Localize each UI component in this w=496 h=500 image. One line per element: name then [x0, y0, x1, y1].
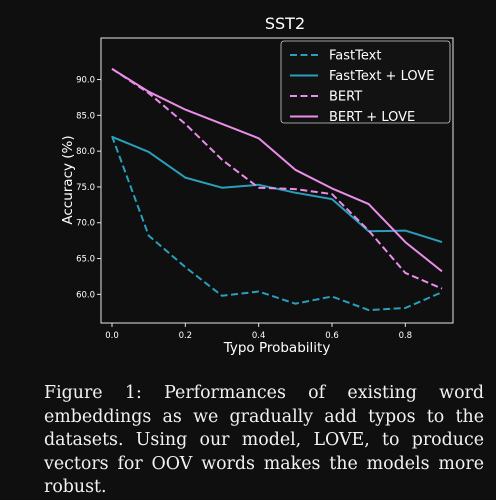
y-tick-label: 75.0	[76, 183, 95, 193]
series-line-bert-love	[111, 67, 443, 273]
series-line-fasttext	[111, 135, 443, 312]
accuracy-line-chart: SST2 0.0 0.2 0.4 0.6 0.8 60.0 65.0 70.0 75.0 80.0…	[60, 14, 454, 356]
x-tick-label: 0.8	[399, 331, 413, 341]
legend: FastText FastText + LOVE BERT BERT + LOVE	[280, 40, 451, 125]
legend-entries: FastText FastText + LOVE BERT BERT + LOVE	[290, 49, 434, 125]
x-tick-label: 0.0	[105, 331, 119, 341]
y-tick-label: 65.0	[76, 255, 95, 265]
series-line-bert	[111, 67, 443, 290]
legend-label: BERT	[329, 90, 362, 105]
x-tick-label: 0.4	[252, 331, 266, 341]
chart-title: SST2	[265, 14, 305, 33]
x-tick-label: 0.6	[325, 331, 339, 341]
figure-caption: Figure 1: Performances of existing word …	[44, 383, 484, 497]
legend-label: FastText	[329, 49, 381, 64]
legend-label: BERT + LOVE	[329, 110, 415, 125]
y-tick-label: 80.0	[76, 147, 95, 157]
legend-box	[280, 40, 451, 124]
series-layer	[111, 67, 443, 312]
x-tick-label: 0.2	[179, 331, 193, 341]
legend-label: FastText + LOVE	[329, 69, 434, 84]
axes-layer: 0.0 0.2 0.4 0.6 0.8 60.0 65.0 70.0 75.0 80.0 85.0 9…	[76, 76, 412, 341]
plot-frame	[100, 37, 454, 324]
y-axis-label: Accuracy (%)	[60, 135, 76, 224]
x-axis-label: Typo Probability	[223, 340, 331, 356]
y-tick-label: 85.0	[76, 111, 95, 121]
y-tick-label: 60.0	[76, 290, 95, 300]
y-tick-label: 70.0	[76, 219, 95, 229]
y-tick-label: 90.0	[76, 76, 95, 86]
series-line-fasttext-love	[111, 135, 443, 244]
